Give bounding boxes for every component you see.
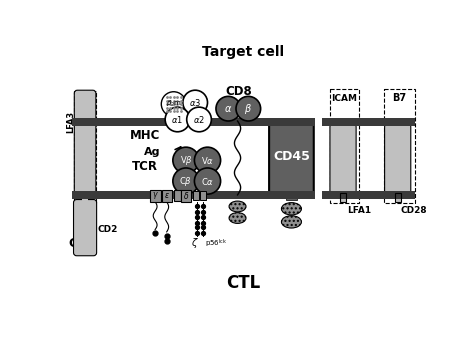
Bar — [322, 118, 415, 125]
Circle shape — [165, 107, 190, 132]
Ellipse shape — [229, 201, 246, 212]
Bar — [395, 193, 401, 202]
Text: $\gamma$: $\gamma$ — [152, 190, 159, 201]
Text: C$\beta$: C$\beta$ — [180, 175, 192, 188]
Ellipse shape — [229, 213, 246, 223]
Circle shape — [173, 147, 199, 173]
Bar — [340, 193, 346, 202]
FancyBboxPatch shape — [330, 123, 356, 196]
Circle shape — [216, 97, 241, 121]
Bar — [384, 89, 415, 203]
Text: $\delta$: $\delta$ — [183, 190, 190, 201]
Text: MHC: MHC — [130, 130, 160, 143]
Text: CD3: CD3 — [68, 237, 96, 250]
Bar — [340, 193, 346, 202]
Text: V$\alpha$: V$\alpha$ — [201, 155, 214, 166]
Bar — [286, 193, 297, 199]
Bar — [330, 89, 359, 203]
Text: CTL: CTL — [226, 275, 260, 293]
Text: p56$^{\rm lck}$: p56$^{\rm lck}$ — [205, 237, 228, 250]
FancyBboxPatch shape — [74, 90, 96, 195]
Text: CD2: CD2 — [97, 225, 118, 234]
Text: $\alpha$3: $\alpha$3 — [189, 97, 201, 108]
Ellipse shape — [282, 216, 301, 228]
Text: C$\alpha$: C$\alpha$ — [201, 176, 214, 187]
Text: $\beta_2$m: $\beta_2$m — [165, 99, 182, 109]
Circle shape — [194, 168, 220, 194]
Text: $\alpha$2: $\alpha$2 — [193, 114, 205, 125]
FancyBboxPatch shape — [384, 123, 411, 196]
Text: CD28: CD28 — [401, 206, 428, 215]
Bar — [395, 193, 401, 202]
Bar — [150, 190, 161, 202]
Circle shape — [173, 168, 199, 194]
Bar — [74, 91, 96, 203]
Bar — [182, 190, 191, 202]
Text: $\alpha$1: $\alpha$1 — [172, 114, 183, 125]
Text: LFA3: LFA3 — [67, 111, 76, 133]
Circle shape — [183, 90, 208, 115]
Circle shape — [187, 107, 211, 132]
Text: Target cell: Target cell — [202, 45, 284, 59]
Bar — [162, 190, 172, 202]
FancyBboxPatch shape — [269, 121, 314, 196]
Text: $\alpha$: $\alpha$ — [224, 104, 232, 114]
FancyBboxPatch shape — [73, 199, 97, 256]
Text: CD45: CD45 — [273, 150, 310, 163]
Text: TCR: TCR — [132, 160, 158, 173]
Text: V$\beta$: V$\beta$ — [180, 154, 192, 167]
Bar — [200, 191, 206, 200]
Bar — [173, 190, 181, 201]
Circle shape — [236, 97, 261, 121]
Bar — [72, 118, 315, 125]
Text: Ag: Ag — [144, 147, 161, 157]
Text: B7: B7 — [392, 93, 406, 103]
Text: LFA1: LFA1 — [347, 206, 371, 215]
Text: $\beta$: $\beta$ — [244, 102, 252, 116]
Text: ICAM: ICAM — [332, 94, 357, 103]
Text: CD8: CD8 — [226, 85, 253, 98]
Bar — [322, 191, 415, 199]
Bar — [72, 191, 315, 199]
Ellipse shape — [282, 203, 301, 215]
Circle shape — [161, 92, 186, 116]
Bar — [193, 191, 199, 200]
Bar — [82, 199, 88, 206]
Circle shape — [194, 147, 220, 173]
Text: $\zeta$: $\zeta$ — [191, 236, 199, 250]
Text: $\varepsilon$: $\varepsilon$ — [164, 191, 170, 200]
